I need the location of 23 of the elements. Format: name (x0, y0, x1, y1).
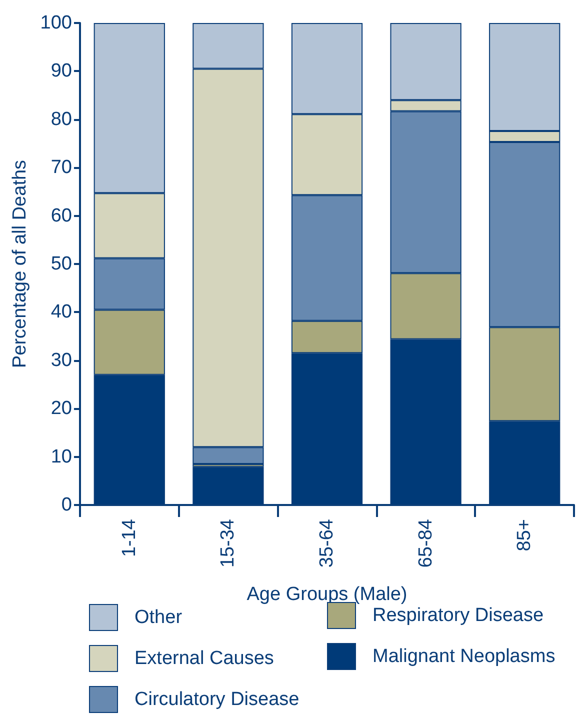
y-tick-label: 80 (50, 108, 72, 130)
y-tick-label: 70 (50, 157, 72, 178)
y-axis-title: Percentage of all Deaths (9, 160, 30, 368)
y-tick-label: 100 (40, 12, 72, 34)
y-tick-label: 60 (50, 205, 72, 226)
legend-label: External Causes (134, 648, 274, 669)
legend-label: Circulatory Disease (134, 689, 300, 710)
y-tick-label: 20 (50, 398, 72, 420)
y-tick-label: 90 (50, 60, 72, 82)
legend-label: Respiratory Disease (372, 605, 544, 626)
x-tick-label: 15-34 (218, 518, 239, 568)
x-tick-label: 35-64 (316, 518, 338, 568)
legend-label: Other (134, 607, 183, 628)
x-tick-label: 65-84 (415, 518, 436, 568)
y-tick-label: 0 (61, 494, 72, 516)
y-tick-label: 40 (50, 302, 72, 323)
x-tick-label: 85+ (514, 519, 536, 552)
y-tick-label: 10 (50, 446, 72, 468)
y-tick-label: 50 (50, 254, 72, 274)
legend-label: Malignant Neoplasms (372, 646, 556, 667)
x-tick-label: 1-14 (118, 518, 140, 558)
x-axis-title: Age Groups (Male) (246, 584, 408, 605)
y-tick-label: 30 (50, 350, 72, 371)
